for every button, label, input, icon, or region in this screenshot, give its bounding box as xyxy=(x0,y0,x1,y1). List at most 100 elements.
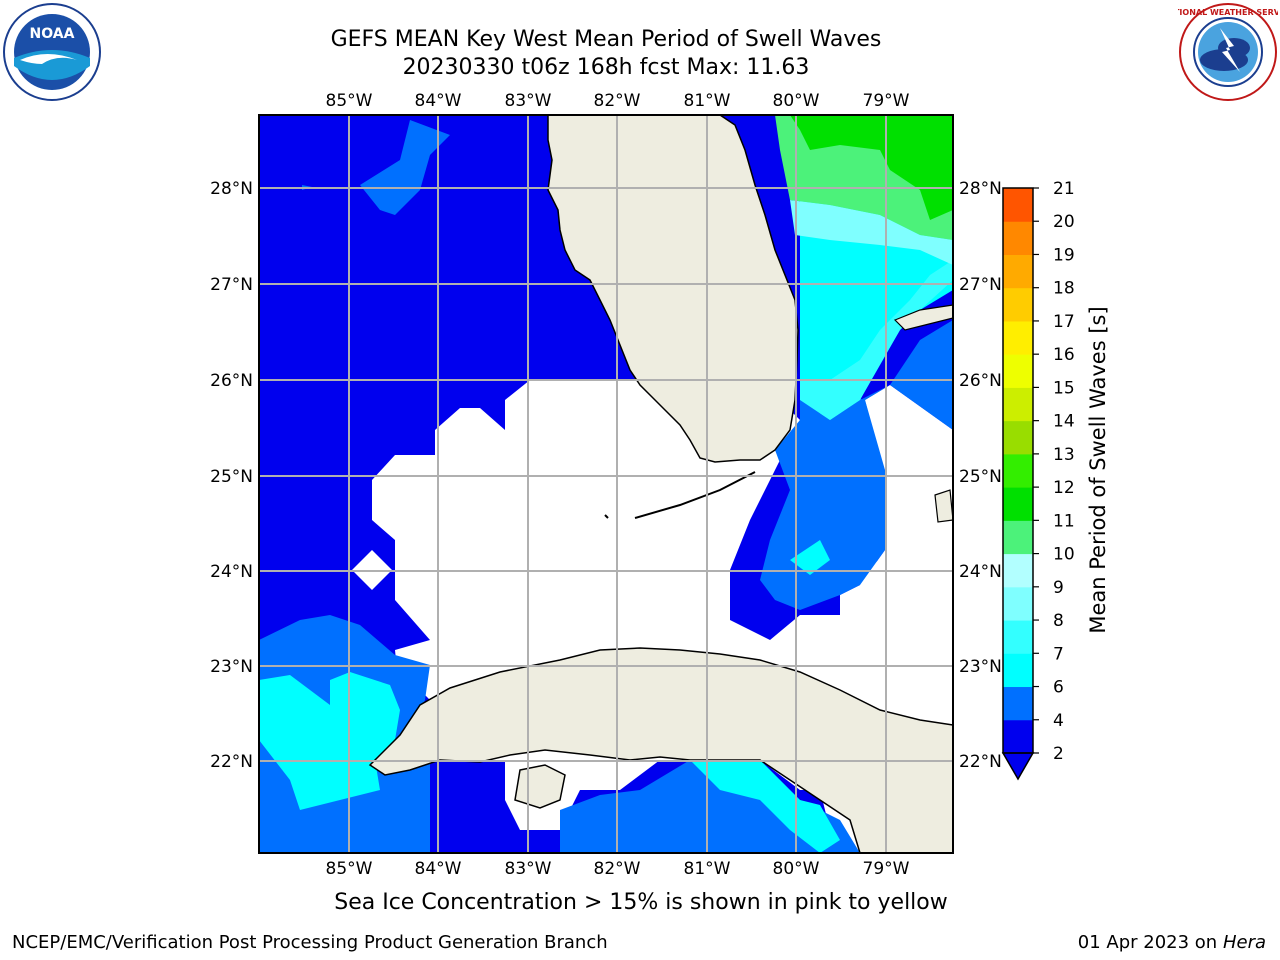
colorbar-tick-label: 10 xyxy=(1053,545,1075,565)
lon-label: 85°W xyxy=(326,91,373,111)
island-land xyxy=(514,764,566,809)
lon-label: 80°W xyxy=(773,859,820,879)
lon-label: 84°W xyxy=(415,859,462,879)
chart-title-line2: 20230330 t06z 168h fcst Max: 11.63 xyxy=(402,55,810,80)
lat-labels-left: 28°N 27°N 26°N 25°N 24°N 23°N 22°N xyxy=(210,179,253,772)
nws-logo-text: NATIONAL WEATHER SERVICE xyxy=(1178,8,1278,17)
colorbar-extend-arrow xyxy=(1001,752,1035,781)
footer-org: NCEP/EMC/Verification Post Processing Pr… xyxy=(12,932,608,953)
colorbar-tick-label: 15 xyxy=(1053,378,1075,398)
lat-label: 22°N xyxy=(210,752,253,772)
colorbar-segment xyxy=(1003,553,1033,588)
lat-label: 25°N xyxy=(210,467,253,487)
colorbar-segment xyxy=(1003,719,1033,754)
noaa-logo-text: NOAA xyxy=(30,26,75,42)
island-land xyxy=(934,489,953,523)
lon-label: 82°W xyxy=(594,91,641,111)
colorbar: 2 4 6 7 8 9 10 11 12 13 14 15 16 17 18 19 20 21 xyxy=(1001,179,1075,781)
ocean-period-6-7 xyxy=(790,540,830,575)
colorbar-tick-label: 4 xyxy=(1053,711,1064,731)
lat-label: 22°N xyxy=(959,752,1002,772)
footer-machine: Hera xyxy=(1222,932,1266,953)
colorbar-label: Mean Period of Swell Waves [s] xyxy=(1086,306,1110,634)
lon-label: 82°W xyxy=(594,859,641,879)
florida-land xyxy=(547,115,799,463)
lat-label: 23°N xyxy=(210,657,253,677)
lon-label: 79°W xyxy=(863,859,910,879)
colorbar-segment xyxy=(1003,287,1033,322)
ocean-period-6-7 xyxy=(690,760,840,853)
island-land xyxy=(893,304,953,331)
chart-title-line1: GEFS MEAN Key West Mean Period of Swell … xyxy=(330,27,882,52)
footer-date: 01 Apr 2023 on Hera xyxy=(1078,932,1266,953)
colorbar-tick-label: 2 xyxy=(1053,744,1064,764)
lon-labels-bottom: 85°W 84°W 83°W 82°W 81°W 80°W 79°W xyxy=(326,859,910,879)
lon-label: 81°W xyxy=(684,859,731,879)
ocean-period-8-9 xyxy=(790,200,953,265)
colorbar-segment xyxy=(1003,221,1033,255)
florida-keys xyxy=(604,514,609,519)
florida-keys xyxy=(634,471,756,519)
colorbar-segment xyxy=(1003,354,1033,388)
colorbar-segment xyxy=(1003,188,1033,222)
colorbar-segment xyxy=(1003,520,1033,555)
lon-label: 83°W xyxy=(505,859,552,879)
lon-label: 79°W xyxy=(863,91,910,111)
lat-label: 24°N xyxy=(959,562,1002,582)
colorbar-tick-label: 17 xyxy=(1053,312,1075,332)
colorbar-tick-label: 9 xyxy=(1053,578,1064,598)
colorbar-frame xyxy=(1002,187,1034,754)
footer-date-text: 01 Apr 2023 on xyxy=(1077,932,1223,953)
noaa-logo: NOAA xyxy=(3,3,101,101)
lon-label: 84°W xyxy=(415,91,462,111)
colorbar-segment xyxy=(1003,420,1033,455)
ocean-period-4-6 xyxy=(800,320,953,470)
colorbar-segment xyxy=(1003,453,1033,488)
colorbar-tick-label: 14 xyxy=(1053,412,1075,432)
colorbar-tick-label: 12 xyxy=(1053,478,1075,498)
colorbar-segment xyxy=(1003,254,1033,289)
map-plot-area xyxy=(259,115,953,853)
ocean-period-10-11 xyxy=(790,115,953,220)
colorbar-segment xyxy=(1003,653,1033,688)
colorbar-segment xyxy=(1003,320,1033,355)
ocean-period-4-6 xyxy=(560,760,860,853)
nws-logo: NATIONAL WEATHER SERVICE xyxy=(1178,3,1278,101)
colorbar-segment xyxy=(1003,686,1033,721)
lat-label: 28°N xyxy=(210,179,253,199)
colorbar-tick-label: 13 xyxy=(1053,445,1075,465)
lat-label: 27°N xyxy=(210,275,253,295)
lon-label: 80°W xyxy=(773,91,820,111)
ocean-period-4-6 xyxy=(360,120,450,215)
lat-label: 26°N xyxy=(959,371,1002,391)
lat-labels-right: 28°N 27°N 26°N 25°N 24°N 23°N 22°N xyxy=(959,179,1002,772)
colorbar-tick-label: 8 xyxy=(1053,611,1064,631)
colorbar-tick-label: 7 xyxy=(1053,644,1064,664)
colorbar-tick-label: 20 xyxy=(1053,212,1075,232)
colorbar-segment xyxy=(1003,586,1033,621)
ocean-period-6-7 xyxy=(259,672,400,810)
colorbar-segment xyxy=(1003,487,1033,521)
colorbar-tick-label: 6 xyxy=(1053,678,1064,698)
colorbar-tick-label: 19 xyxy=(1053,245,1075,265)
colorbar-tick-label: 18 xyxy=(1053,279,1075,299)
colorbar-tick-label: 11 xyxy=(1053,511,1075,531)
sea-ice-note: Sea Ice Concentration > 15% is shown in … xyxy=(334,890,948,915)
lat-label: 27°N xyxy=(959,275,1002,295)
lon-label: 83°W xyxy=(505,91,552,111)
colorbar-segment xyxy=(1003,387,1033,422)
lat-label: 23°N xyxy=(959,657,1002,677)
colorbar-tick-label: 16 xyxy=(1053,345,1075,365)
lon-label: 81°W xyxy=(684,91,731,111)
lon-labels-top: 85°W 84°W 83°W 82°W 81°W 80°W 79°W xyxy=(326,91,910,111)
lat-label: 26°N xyxy=(210,371,253,391)
colorbar-segment xyxy=(1003,620,1033,654)
map-gridlines xyxy=(259,115,953,853)
map-frame xyxy=(258,114,954,854)
lat-label: 25°N xyxy=(959,467,1002,487)
ocean-period-4-6 xyxy=(760,380,885,610)
colorbar-tick-label: 21 xyxy=(1053,179,1075,199)
lon-label: 85°W xyxy=(326,859,373,879)
lat-label: 28°N xyxy=(959,179,1002,199)
